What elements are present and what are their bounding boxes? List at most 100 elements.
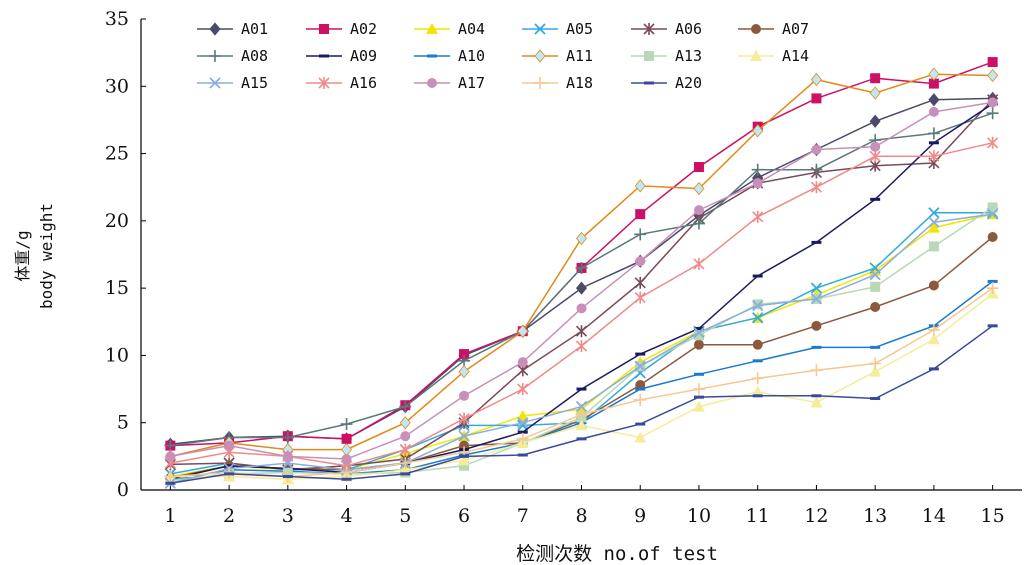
data-point (751, 372, 764, 385)
data-point (693, 395, 704, 399)
x-tick-label: 6 (458, 505, 470, 527)
y-axis-label-cn: 体重/g (13, 230, 32, 281)
data-point (811, 93, 822, 104)
x-tick-label: 15 (981, 505, 1005, 527)
data-point (693, 339, 704, 350)
data-point (928, 150, 940, 163)
legend-label: A13 (675, 47, 702, 65)
data-point (752, 300, 764, 312)
legend-label: A05 (566, 20, 593, 38)
data-point (928, 241, 939, 252)
legend-label: A18 (566, 74, 593, 92)
data-point (752, 339, 763, 350)
data-point (400, 472, 411, 476)
legend-item-a10: A10 (414, 47, 485, 65)
data-point (209, 77, 221, 89)
data-point (635, 256, 646, 267)
data-point (575, 281, 588, 295)
data-point (459, 390, 470, 401)
series-line (170, 292, 994, 480)
data-point (516, 409, 529, 421)
data-point (987, 279, 998, 283)
data-point (341, 477, 352, 481)
data-point (869, 150, 881, 163)
legend: A01 A02 A04 A05 A06 A07 A08 A09 A10 A11 A13 A14 A15 A… (197, 20, 809, 92)
series-a17 (165, 97, 998, 465)
data-point (164, 470, 177, 483)
legend-item-a02: A02 (306, 20, 377, 38)
y-tick-label: 0 (117, 479, 129, 501)
data-point (870, 281, 881, 292)
data-point (319, 54, 329, 58)
legend-item-a05: A05 (522, 20, 593, 38)
data-point (693, 372, 704, 376)
data-point (399, 400, 412, 413)
y-tick-label: 15 (105, 277, 129, 299)
data-point (224, 472, 235, 476)
data-point (986, 282, 999, 295)
data-point (811, 144, 822, 155)
data-point (534, 49, 546, 63)
data-point (281, 431, 294, 444)
legend-label: A01 (241, 20, 268, 38)
data-point (318, 77, 330, 89)
data-point (459, 460, 470, 471)
data-point (869, 269, 881, 281)
y-axis-label-en-group: body weight (37, 203, 56, 309)
legend-label: A17 (458, 74, 485, 92)
legend-item-a20: A20 (631, 74, 702, 92)
data-point (224, 464, 235, 468)
data-point (870, 396, 881, 400)
legend-item-a09: A09 (306, 47, 377, 65)
legend-item-a11: A11 (522, 47, 593, 65)
data-point (987, 136, 999, 149)
data-point (870, 73, 881, 84)
data-point (635, 380, 646, 391)
data-point (927, 323, 940, 336)
data-point (928, 367, 939, 371)
data-point (575, 400, 588, 413)
data-point (399, 463, 412, 475)
x-axis-label: 检测次数 no.of test (516, 543, 718, 565)
data-point (928, 78, 939, 89)
data-point (209, 50, 221, 62)
data-point (576, 387, 587, 391)
legend-label: A06 (675, 20, 702, 38)
data-point (340, 466, 353, 479)
data-point (693, 205, 704, 216)
data-point (750, 50, 762, 61)
data-point (534, 77, 546, 89)
data-point (692, 400, 705, 412)
legend-item-a04: A04 (414, 20, 485, 38)
data-point (224, 440, 235, 451)
x-tick-label: 14 (922, 505, 946, 527)
data-point (517, 357, 528, 368)
legend-item-a16: A16 (306, 74, 377, 92)
data-point (987, 324, 998, 328)
data-point (751, 385, 764, 397)
data-point (810, 364, 823, 377)
series-a20 (165, 324, 998, 485)
data-point (517, 453, 528, 457)
data-point (870, 345, 881, 349)
legend-label: A08 (241, 47, 268, 65)
data-point (693, 330, 704, 341)
series-line (170, 287, 994, 478)
y-tick-label: 20 (105, 210, 129, 232)
x-tick-label: 1 (164, 505, 176, 527)
data-point (811, 394, 822, 398)
data-point (927, 221, 940, 233)
data-point (575, 408, 588, 421)
data-point (751, 163, 764, 176)
data-point (517, 417, 529, 429)
y-tick-label: 30 (105, 75, 129, 97)
data-point (927, 127, 940, 140)
data-point (870, 301, 881, 312)
data-point (634, 228, 647, 241)
data-point (810, 72, 822, 87)
data-point (458, 354, 471, 367)
data-point (635, 387, 646, 391)
data-point (634, 179, 646, 193)
series-layer (164, 57, 999, 489)
